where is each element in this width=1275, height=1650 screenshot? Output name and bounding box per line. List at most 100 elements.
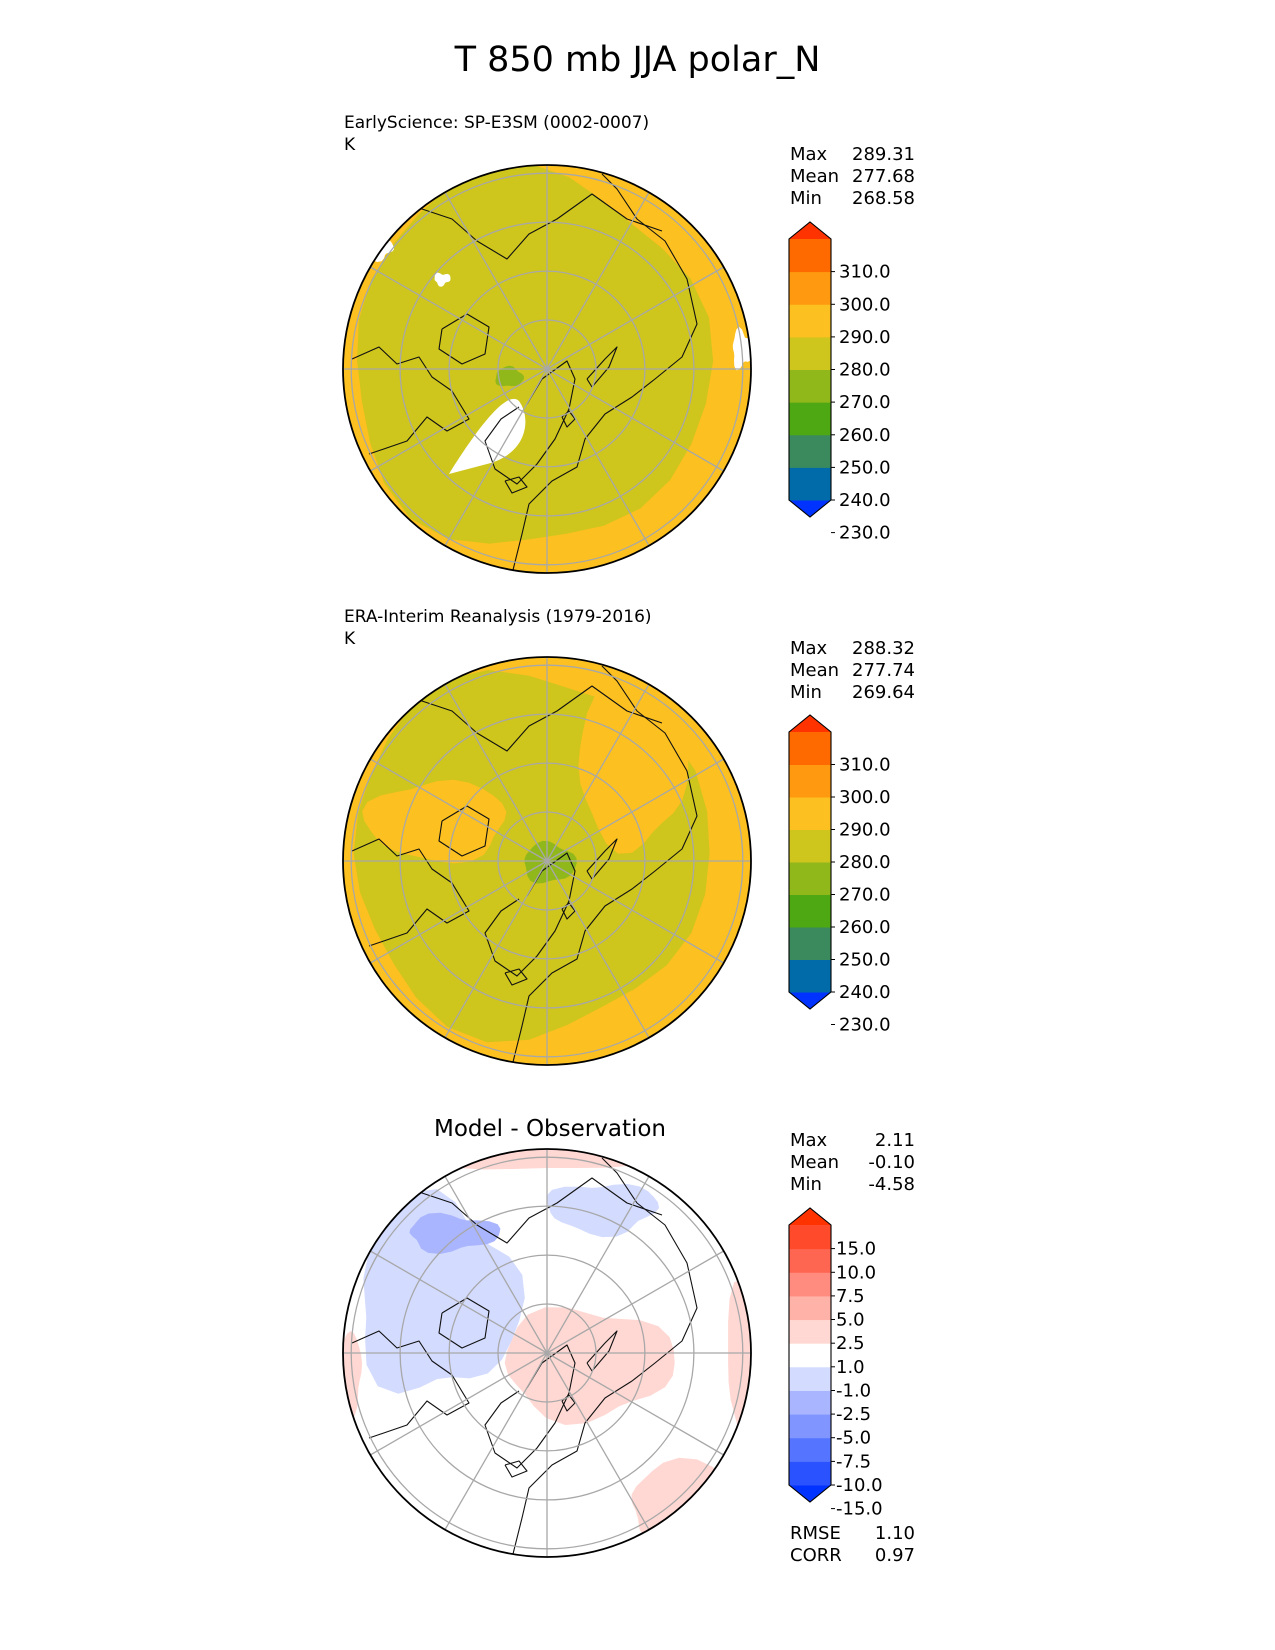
colorbar-tick-label: -7.5 bbox=[836, 1451, 871, 1472]
meridian-8 bbox=[444, 683, 548, 862]
colorbar-tick-label: 300.0 bbox=[839, 294, 891, 315]
colorbar-tick-label: 260.0 bbox=[839, 425, 891, 446]
colorbar-tick-label: 250.0 bbox=[839, 950, 891, 971]
meridian-1 bbox=[546, 368, 725, 472]
colorbar-segment bbox=[789, 894, 831, 928]
coastline-0 bbox=[484, 852, 576, 977]
meridian-5 bbox=[369, 860, 548, 964]
colorbar-segment bbox=[789, 1461, 831, 1486]
colorbar-segment bbox=[789, 239, 831, 273]
colorbar-tick-label: 310.0 bbox=[839, 262, 891, 283]
colorbar-segment bbox=[789, 1366, 831, 1391]
panel2-stat-value-max: 288.32 bbox=[852, 638, 915, 659]
coastline-7 bbox=[504, 476, 528, 494]
colorbar-tick-label: 300.0 bbox=[839, 787, 891, 808]
meridian-4 bbox=[444, 368, 548, 547]
panel1-units: K bbox=[344, 135, 356, 155]
contour-260-270 bbox=[495, 365, 525, 387]
meridian-10 bbox=[546, 683, 650, 862]
coastline-3 bbox=[438, 313, 490, 365]
panel1-stat-label-max: Max bbox=[790, 144, 828, 165]
map-boundary bbox=[342, 1148, 752, 1558]
colorbar-extend-high bbox=[789, 222, 831, 239]
map-boundary bbox=[342, 656, 752, 1066]
colorbar-tick-label: 270.0 bbox=[839, 392, 891, 413]
colorbar-tick-label: 280.0 bbox=[839, 852, 891, 873]
panel1-stat-value-max: 289.31 bbox=[852, 144, 915, 165]
coastline-7 bbox=[504, 968, 528, 986]
panel3-stat-label-max: Max bbox=[790, 1130, 828, 1151]
meridian-4 bbox=[444, 860, 548, 1039]
colorbar-2: 310.0 300.0 290.0 280.0 270.0 260.0 250.0 240.0… bbox=[788, 714, 891, 1036]
colorbar-segment bbox=[789, 1390, 831, 1415]
contour-pos-rim-top bbox=[416, 1149, 697, 1170]
graticule bbox=[343, 1149, 751, 1557]
panel1-stat-label-min: Min bbox=[790, 188, 822, 209]
coastline-5 bbox=[561, 902, 576, 920]
colorbar-1: 310.0 300.0 290.0 280.0 270.0 260.0 250.0 240.0… bbox=[788, 221, 891, 544]
colorbar-segment bbox=[789, 1437, 831, 1462]
colorbar-tick-label: 240.0 bbox=[839, 982, 891, 1003]
panel2-units: K bbox=[344, 629, 356, 649]
meridian-7 bbox=[369, 266, 548, 370]
contour-pos-rim-bottom bbox=[631, 1457, 751, 1546]
colorbar-3: 15.010.0 7.5 5.02.5 1.0 -1.0-2.5 -5.0-7.5 -10.… bbox=[788, 1207, 883, 1520]
coastline-3 bbox=[438, 1297, 490, 1349]
colorbar-tick-label: 15.0 bbox=[836, 1239, 876, 1260]
colorbar-tick-label: 260.0 bbox=[839, 917, 891, 938]
colorbar-tick-label: 280.0 bbox=[839, 360, 891, 381]
colorbar-extend-low bbox=[789, 992, 831, 1009]
colorbar-tick-label: 10.0 bbox=[836, 1262, 876, 1283]
contour-280-290-lobe bbox=[578, 687, 689, 854]
panel3-stat-value-mean: -0.10 bbox=[868, 1152, 915, 1173]
colorbar-segment bbox=[789, 862, 831, 895]
missing-data-himalaya bbox=[732, 327, 751, 371]
colorbar-extend-low bbox=[789, 1485, 831, 1502]
coastline-6 bbox=[586, 838, 618, 880]
meridian-4 bbox=[444, 1352, 548, 1531]
panel2-stat-label-mean: Mean bbox=[790, 660, 840, 681]
coastline-0 bbox=[484, 1344, 576, 1469]
coastline-0 bbox=[484, 360, 576, 485]
colorbar-segment bbox=[789, 1295, 831, 1321]
colorbar-segment bbox=[789, 304, 831, 338]
colorbar-tick-label: 230.0 bbox=[839, 523, 891, 544]
colorbar-tick-label: 2.5 bbox=[836, 1333, 865, 1354]
colorbar-segment bbox=[789, 402, 831, 436]
coastline-3 bbox=[438, 805, 490, 857]
meridian-1 bbox=[546, 860, 725, 964]
meridian-1 bbox=[546, 1352, 725, 1456]
meridian-5 bbox=[369, 1352, 548, 1456]
panel3-stat-value-min: -4.58 bbox=[868, 1174, 915, 1195]
colorbar-segment bbox=[789, 764, 831, 798]
map-boundary bbox=[342, 164, 752, 574]
contour-neg-1-2.5 bbox=[363, 1189, 525, 1394]
colorbar-tick-label: -2.5 bbox=[836, 1404, 871, 1425]
colorbar-tick-label: 290.0 bbox=[839, 327, 891, 348]
meridian-10 bbox=[546, 191, 650, 370]
colorbar-tick-label: -5.0 bbox=[836, 1428, 871, 1449]
colorbar-segment bbox=[789, 1272, 831, 1297]
coastline-5 bbox=[561, 1394, 576, 1412]
panel3-metric-label-corr: CORR bbox=[790, 1545, 842, 1566]
panel3-stat-label-mean: Mean bbox=[790, 1152, 840, 1173]
meridian-11 bbox=[546, 1250, 725, 1354]
map-panel-2 bbox=[342, 656, 752, 1066]
meridian-2 bbox=[546, 1352, 650, 1531]
colorbar-segment bbox=[789, 797, 831, 830]
colorbar-tick-label: 250.0 bbox=[839, 457, 891, 478]
colorbar-tick-label: -10.0 bbox=[836, 1475, 883, 1496]
meridian-7 bbox=[369, 1250, 548, 1354]
meridian-7 bbox=[369, 758, 548, 862]
colorbar-segment bbox=[789, 829, 831, 863]
colorbar-extend-low bbox=[789, 500, 831, 517]
colorbar-tick-label: 290.0 bbox=[839, 820, 891, 841]
colorbar-tick-label: 1.0 bbox=[836, 1357, 865, 1378]
colorbar-segment bbox=[789, 1414, 831, 1439]
coastline-6 bbox=[586, 1330, 618, 1372]
colorbar-segment bbox=[789, 467, 831, 501]
panel1-stat-label-mean: Mean bbox=[790, 166, 840, 187]
meridian-2 bbox=[546, 368, 650, 547]
contour-neg-1-2.5-north bbox=[546, 1184, 660, 1238]
